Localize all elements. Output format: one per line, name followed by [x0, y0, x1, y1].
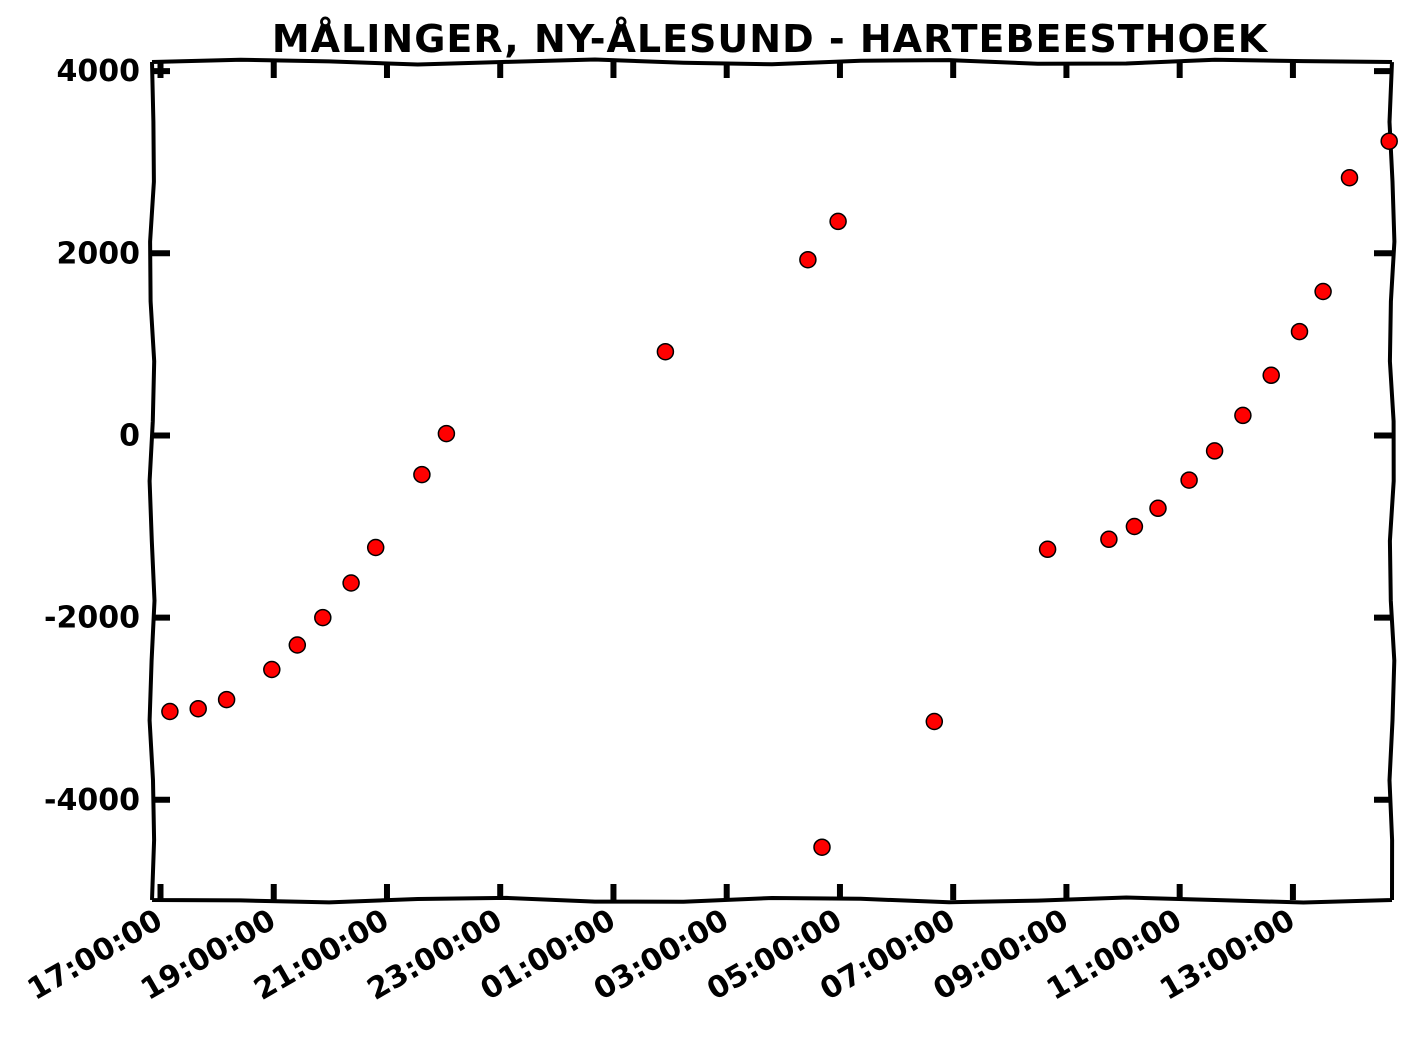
data-point [366, 538, 385, 557]
data-point [829, 212, 847, 231]
data-point [1340, 168, 1359, 187]
data-point [342, 574, 360, 592]
x-axis-tick-labels: 17:00:0019:00:0021:00:0023:00:0001:00:00… [22, 903, 1301, 1008]
data-point [1314, 282, 1332, 301]
y-tick-label: 2000 [57, 236, 141, 271]
chart-title: MÅLINGER, NY-ÅLESUND - HARTEBEESTHOEK [272, 17, 1269, 61]
data-point [437, 424, 456, 443]
data-point [799, 250, 817, 269]
data-point [813, 838, 831, 856]
data-point [1205, 442, 1224, 460]
data-point [1180, 471, 1198, 489]
data-point [1290, 322, 1309, 341]
y-axis-tick-labels: 4000 2000 0 -2000 -4000 [44, 54, 140, 818]
y-tick-label: -2000 [44, 601, 140, 636]
y-tick-label: 0 [119, 418, 140, 453]
data-points [161, 132, 1398, 856]
data-point [1038, 540, 1057, 559]
x-axis-ticks [157, 62, 1296, 900]
data-point [1149, 499, 1167, 518]
data-point [263, 660, 281, 679]
data-point [161, 702, 179, 721]
data-point [1125, 517, 1144, 536]
data-point [288, 636, 307, 654]
data-point [1234, 406, 1252, 425]
y-tick-label: 4000 [57, 54, 141, 89]
data-point [656, 342, 675, 361]
data-point [413, 465, 431, 484]
y-axis-ticks [152, 68, 1392, 803]
data-point [314, 608, 332, 627]
data-point [1380, 132, 1398, 150]
data-point [925, 712, 944, 731]
data-point [1100, 530, 1118, 549]
data-point [217, 690, 236, 709]
data-point [1262, 366, 1280, 385]
plot-frame [147, 57, 1397, 905]
data-point [189, 699, 207, 718]
y-tick-label: -4000 [44, 783, 140, 818]
